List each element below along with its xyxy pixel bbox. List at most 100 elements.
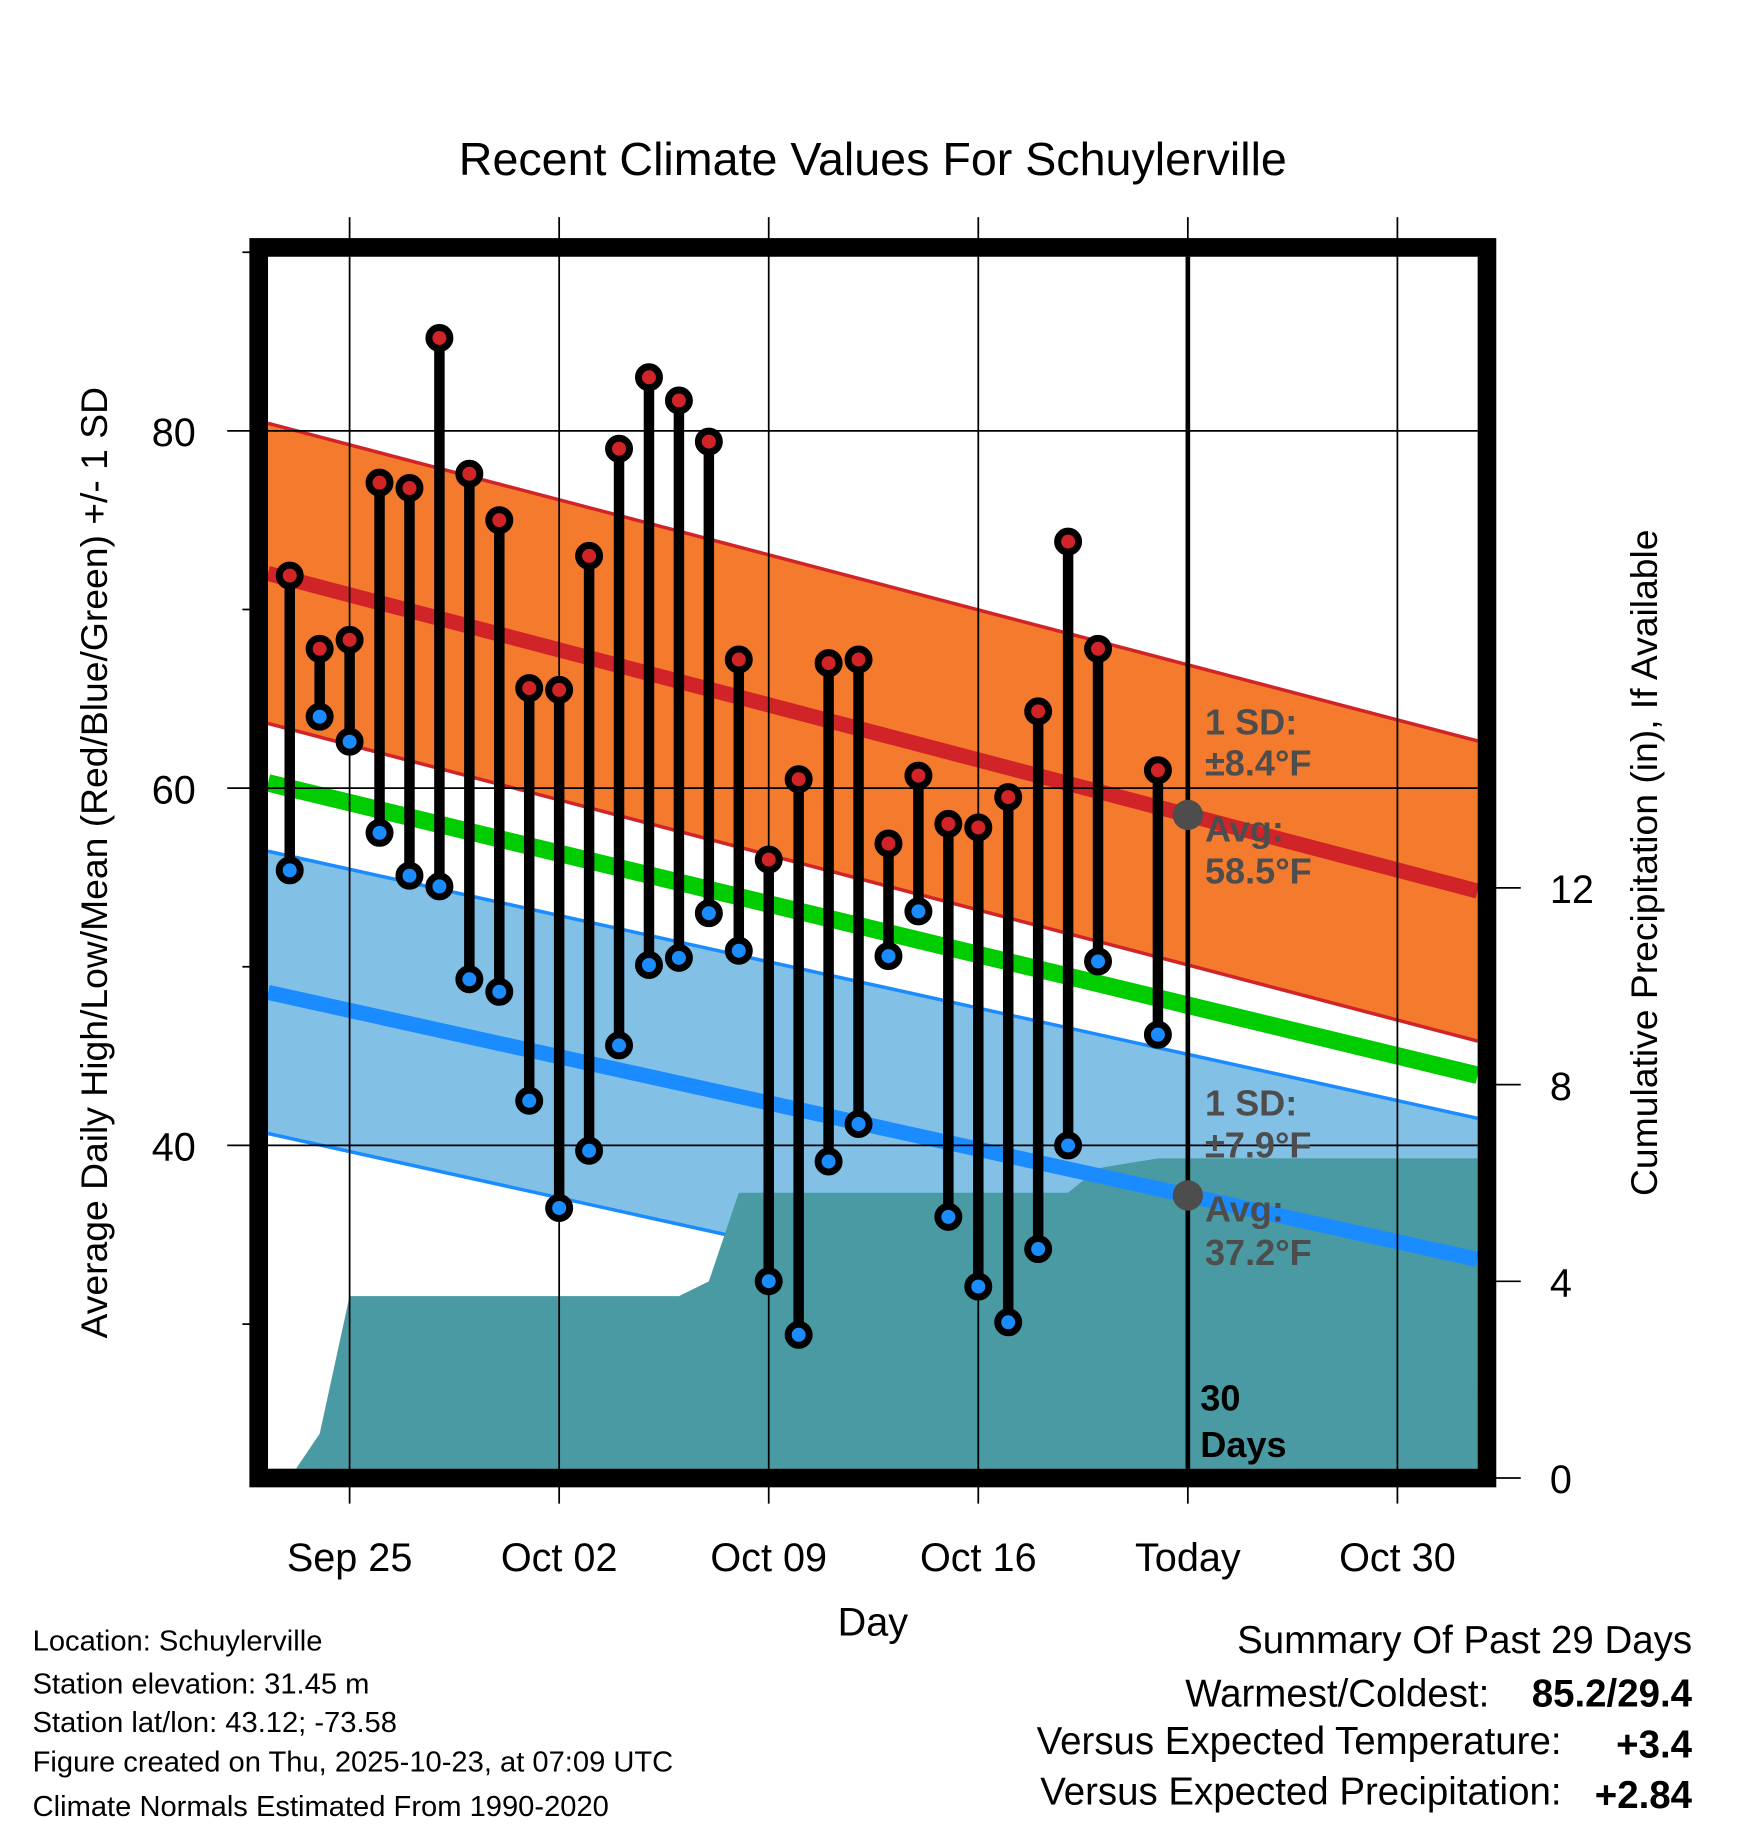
high-point — [425, 323, 454, 352]
low-point — [844, 1110, 873, 1138]
summary-box: Summary Of Past 29 Days Warmest/Coldest:… — [1037, 1619, 1693, 1817]
low-point — [275, 856, 304, 885]
x-tick-label: Oct 09 — [710, 1536, 827, 1580]
high-point — [784, 765, 813, 794]
days-word-label: Days — [1200, 1424, 1286, 1465]
summary-precip-label: Versus Expected Precipitation: — [1040, 1770, 1561, 1813]
y2-axis-label: Cumulative Precipitation (in), If Availa… — [1623, 529, 1665, 1196]
high-point — [694, 427, 723, 456]
high-point — [485, 506, 514, 535]
low-point — [365, 818, 394, 847]
low-point — [904, 897, 933, 926]
high-point — [395, 474, 424, 503]
low-point — [455, 965, 484, 994]
low-point — [545, 1193, 574, 1222]
high-point — [634, 363, 663, 392]
high-point — [1143, 756, 1172, 785]
x-tick-label: Oct 02 — [501, 1536, 618, 1580]
high-point — [545, 675, 574, 704]
low-point — [1054, 1131, 1083, 1160]
chart-title: Recent Climate Values For Schuylerville — [459, 133, 1287, 185]
annotation-low-avg-val: 37.2°F — [1205, 1232, 1312, 1273]
low-point — [634, 951, 663, 979]
high-point — [1024, 697, 1053, 726]
summary-temp-label: Versus Expected Temperature: — [1037, 1720, 1562, 1763]
low-point — [964, 1272, 993, 1301]
low-point — [395, 861, 424, 890]
low-point — [425, 872, 454, 901]
annotation-low-sd: 1 SD: — [1205, 1083, 1297, 1124]
low-point — [1084, 947, 1113, 976]
summary-title: Summary Of Past 29 Days — [1237, 1619, 1692, 1662]
low-point — [754, 1267, 783, 1296]
annotation-high-sd: 1 SD: — [1205, 702, 1297, 743]
footer-created: Figure created on Thu, 2025-10-23, at 07… — [33, 1747, 674, 1779]
high-point — [664, 386, 693, 415]
low-point — [874, 942, 903, 971]
high-point — [305, 634, 334, 663]
high-point — [724, 645, 753, 674]
x-tick-label: Oct 16 — [920, 1536, 1037, 1580]
annotation-low-sd-val: ±7.9°F — [1205, 1125, 1312, 1166]
high-point — [1054, 527, 1083, 556]
x-axis-label: Day — [838, 1600, 909, 1644]
summary-precip-value: +2.84 — [1595, 1774, 1693, 1817]
low-point — [485, 977, 514, 1006]
annotation-low-avg: Avg: — [1205, 1189, 1284, 1230]
high-point — [575, 541, 604, 570]
plot-frame — [249, 238, 1497, 1488]
y2-tick-label: 12 — [1550, 868, 1594, 912]
high-point — [964, 813, 993, 842]
footer-elevation: Station elevation: 31.45 m — [33, 1669, 370, 1701]
high-point — [455, 459, 484, 488]
x-tick-label: Today — [1135, 1536, 1241, 1580]
high-point — [874, 829, 903, 858]
footer-normals: Climate Normals Estimated From 1990-2020 — [33, 1791, 609, 1823]
high-point — [814, 649, 843, 678]
annotation-high-avg-val: 58.5°F — [1205, 851, 1312, 892]
high-point — [365, 468, 394, 497]
y2-tick-label: 4 — [1550, 1261, 1572, 1305]
low-point — [994, 1308, 1023, 1337]
low-point — [605, 1031, 634, 1060]
y-tick-label: 40 — [152, 1126, 196, 1170]
footer-latlon: Station lat/lon: 43.12; -73.58 — [33, 1707, 397, 1739]
high-point — [515, 674, 544, 703]
low-point — [515, 1086, 544, 1115]
high-point — [934, 809, 963, 838]
high-point — [335, 625, 364, 654]
high-point — [1084, 634, 1113, 663]
low-point — [814, 1147, 843, 1176]
avg-high-marker — [1172, 799, 1203, 831]
y-tick-label: 60 — [152, 768, 196, 812]
low-point — [784, 1320, 813, 1349]
days-count-label: 30 — [1200, 1377, 1240, 1418]
low-point — [664, 943, 693, 972]
annotation-high-sd-val: ±8.4°F — [1205, 742, 1312, 783]
precipitation-area — [289, 1158, 1478, 1479]
avg-low-line — [266, 984, 1480, 1267]
high-point — [275, 561, 304, 590]
high-point — [994, 783, 1023, 812]
summary-warm-value: 85.2/29.4 — [1532, 1672, 1693, 1715]
high-point — [904, 761, 933, 790]
high-point — [754, 845, 783, 874]
footer-info: Location: Schuylerville Station elevatio… — [33, 1625, 674, 1822]
low-point — [1143, 1020, 1172, 1049]
high-point — [844, 645, 873, 674]
low-point — [694, 899, 723, 928]
low-point — [575, 1136, 604, 1165]
low-point — [934, 1202, 963, 1231]
low-point — [305, 702, 334, 731]
x-tick-label: Sep 25 — [287, 1536, 413, 1580]
y-axis-label: Average Daily High/Low/Mean (Red/Blue/Gr… — [73, 387, 115, 1338]
summary-warm-label: Warmest/Coldest: — [1185, 1672, 1489, 1715]
summary-temp-value: +3.4 — [1616, 1724, 1693, 1767]
high-point — [605, 434, 634, 463]
footer-location: Location: Schuylerville — [33, 1625, 323, 1657]
low-point — [1024, 1235, 1053, 1264]
low-point — [335, 727, 364, 756]
y2-tick-label: 8 — [1550, 1065, 1572, 1109]
